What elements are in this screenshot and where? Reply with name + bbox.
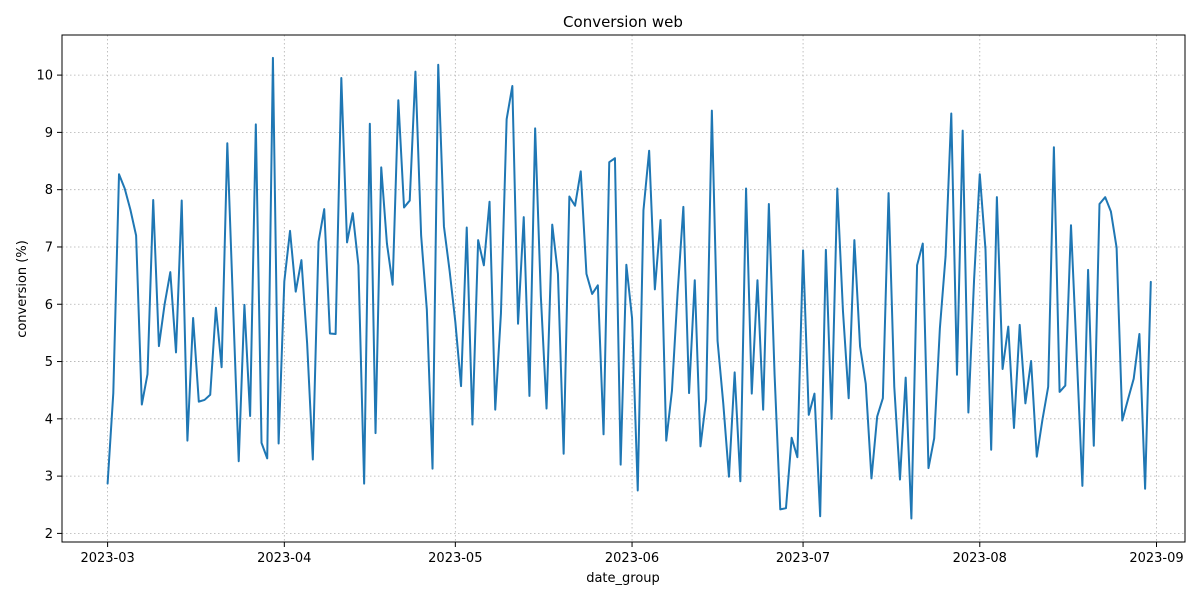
y-gridlines xyxy=(62,74,1185,534)
y-tick-label: 6 xyxy=(45,298,53,313)
x-tick-label: 2023-05 xyxy=(428,551,482,566)
x-axis-ticks: 2023-03 2023-04 2023-05 2023-06 2023-07 2023-… xyxy=(80,542,1184,566)
y-tick-label: 10 xyxy=(36,69,53,84)
y-tick-label: 3 xyxy=(45,470,53,485)
x-tick-label: 2023-06 xyxy=(605,551,659,566)
y-axis-ticks: 2 3 4 5 6 7 8 9 10 xyxy=(36,69,62,542)
y-tick-label: 4 xyxy=(45,412,53,427)
x-axis-label: date_group xyxy=(586,571,660,586)
x-tick-label: 2023-09 xyxy=(1129,551,1183,566)
conversion-series-line xyxy=(106,56,1152,520)
y-axis-label: conversion (%) xyxy=(15,240,30,338)
y-tick-label: 8 xyxy=(45,183,53,198)
y-tick-label: 9 xyxy=(45,126,53,141)
y-tick-label: 5 xyxy=(45,355,53,370)
x-tick-label: 2023-03 xyxy=(80,551,134,566)
y-tick-label: 7 xyxy=(45,240,53,255)
x-tick-label: 2023-07 xyxy=(776,551,830,566)
x-tick-label: 2023-04 xyxy=(257,551,311,566)
x-tick-label: 2023-08 xyxy=(953,551,1007,566)
y-tick-label: 2 xyxy=(45,527,53,542)
chart-title: Conversion web xyxy=(563,13,683,31)
plot-area-frame xyxy=(61,34,1186,543)
